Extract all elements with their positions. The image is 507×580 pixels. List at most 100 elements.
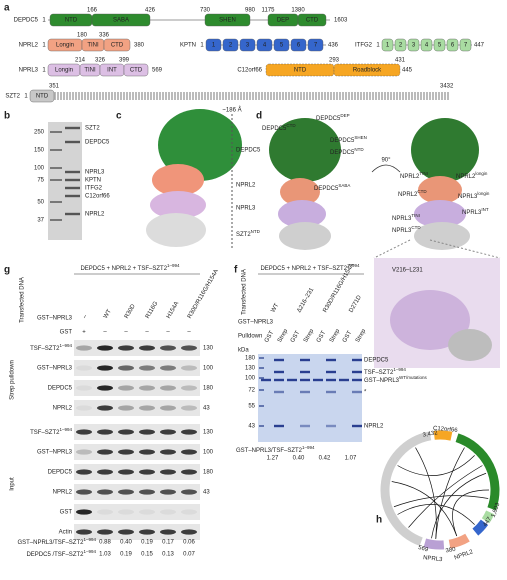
condition-title: DEPDC5 + NPRL2 + TSF–SZT21–994 bbox=[260, 263, 360, 272]
protein-name: SZT2 bbox=[5, 94, 20, 100]
domain bbox=[222, 38, 239, 52]
condition-title: DEPDC5 + NPRL2 + TSF–SZT21–994 bbox=[80, 263, 180, 272]
density bbox=[448, 329, 492, 361]
circos-label: 447 bbox=[482, 516, 493, 528]
lane-label: GST bbox=[342, 330, 354, 344]
marker-size: 180 bbox=[245, 356, 256, 362]
crosslink bbox=[452, 489, 490, 537]
lane-label: – bbox=[82, 313, 89, 319]
gel-band bbox=[313, 378, 323, 382]
kda-label: kDa bbox=[238, 348, 249, 354]
gel-band bbox=[326, 424, 336, 428]
boundary-residue: 980 bbox=[245, 8, 256, 14]
gel-band bbox=[352, 424, 362, 428]
blot-band bbox=[76, 489, 92, 495]
lane-label: – bbox=[103, 330, 107, 336]
blot-strip bbox=[74, 400, 200, 416]
marker-band bbox=[50, 131, 62, 133]
text-main: DEPDC5 /TSF–SZT2 bbox=[26, 552, 84, 558]
axis-label: Transfected DNA bbox=[242, 269, 248, 315]
blot-target: TSF–SZT21–994 bbox=[30, 427, 72, 436]
blot-band bbox=[160, 489, 176, 495]
blot-target: NPRL2 bbox=[53, 490, 73, 496]
domain-label: DEPDC5NTD bbox=[330, 147, 364, 156]
protein-name: ITFG2 bbox=[355, 43, 373, 49]
scale-label: ~186 Å bbox=[222, 107, 241, 114]
domain-name: 5 bbox=[438, 43, 442, 49]
blot-band bbox=[181, 489, 197, 495]
text-sup: CTD bbox=[286, 123, 296, 128]
blot-strip bbox=[74, 464, 200, 480]
boundary-residue: 431 bbox=[395, 58, 406, 64]
blot-kda: 180 bbox=[203, 470, 214, 476]
blot-kda: 100 bbox=[203, 366, 214, 372]
protein-band bbox=[65, 126, 80, 130]
domain-name: NTD bbox=[65, 18, 78, 24]
marker-band bbox=[50, 149, 62, 151]
boundary-residue: 730 bbox=[200, 8, 211, 14]
lane-label: – bbox=[124, 330, 128, 336]
blot-target: TSF–SZT21–994 bbox=[30, 343, 72, 352]
quant-value: 1.03 bbox=[99, 552, 111, 558]
protein-name: C12orf66 bbox=[237, 68, 262, 74]
density-label: SZT2NTD bbox=[236, 229, 261, 238]
blot-band bbox=[76, 509, 92, 515]
blot-band bbox=[160, 449, 176, 455]
domain bbox=[297, 13, 327, 27]
marker-band bbox=[259, 405, 264, 407]
lane-label: GST bbox=[264, 330, 276, 344]
density-label: NPRL3 bbox=[236, 206, 256, 212]
domain bbox=[123, 63, 149, 77]
domain bbox=[91, 13, 151, 27]
text-sup: WT/mutations bbox=[399, 375, 428, 380]
text-sup: CTD bbox=[411, 225, 421, 230]
band-label: DEPDC5 bbox=[85, 140, 110, 146]
text-sup: 1–994 bbox=[59, 343, 72, 348]
blot-band bbox=[118, 429, 134, 435]
blot-target: GST–NPRL3 bbox=[37, 366, 73, 372]
domain-name: 5 bbox=[280, 43, 284, 49]
quant-value: 0.13 bbox=[162, 552, 174, 558]
blot-band bbox=[97, 345, 113, 351]
blot-strip bbox=[74, 340, 200, 356]
text-sup: SABA bbox=[338, 183, 350, 188]
variant-label: Δ216–231 bbox=[296, 287, 315, 314]
axis-label: Transfected DNA bbox=[20, 277, 26, 323]
blot-band bbox=[76, 345, 92, 351]
boundary-residue: 1380 bbox=[291, 8, 305, 14]
residue-end: 380 bbox=[134, 43, 145, 49]
blot-band bbox=[118, 405, 134, 411]
condition-name: GST bbox=[60, 330, 73, 336]
residue-end: 1603 bbox=[334, 18, 348, 24]
gel-band bbox=[326, 378, 336, 382]
residue-start: 1 bbox=[376, 43, 380, 49]
boundary-residue: 214 bbox=[75, 58, 86, 64]
quant-value: 0.15 bbox=[141, 552, 153, 558]
protein-band bbox=[65, 212, 80, 216]
residue-start: 1 bbox=[200, 43, 204, 49]
domain-name: 2 bbox=[399, 43, 403, 49]
domain-name: INT bbox=[107, 68, 117, 74]
boundary-residue: 326 bbox=[95, 58, 106, 64]
text-sup: 1–994 bbox=[347, 263, 360, 268]
circos-segment bbox=[433, 430, 453, 441]
text-main: DEPDC5 + NPRL2 + TSF–SZT2 bbox=[80, 266, 167, 272]
circos-label: C12orf66 bbox=[433, 426, 459, 434]
circos-label: 1,603 bbox=[491, 502, 502, 519]
domain-label: NPRL3CTD bbox=[392, 225, 421, 234]
domain bbox=[239, 38, 256, 52]
text-main: GST–NPRL3/TSF–SZT2 bbox=[17, 540, 84, 546]
blot-band bbox=[181, 405, 197, 411]
circos-label: NPRL3 bbox=[423, 555, 444, 563]
density bbox=[280, 178, 320, 206]
blot-target: Actin bbox=[59, 530, 72, 536]
domain bbox=[433, 38, 446, 52]
domain-name: TINI bbox=[87, 43, 99, 49]
domain-name: Roadblock bbox=[353, 68, 382, 74]
quant-value: 1.27 bbox=[267, 456, 279, 462]
protein-name: NPRL3 bbox=[19, 68, 39, 74]
blot-band bbox=[76, 405, 92, 411]
lane-label: Strep bbox=[303, 328, 316, 344]
text-main: TSF–SZT2 bbox=[30, 430, 60, 436]
quant-label: GST–NPRL3/TSF–SZT21–994 bbox=[236, 445, 315, 454]
